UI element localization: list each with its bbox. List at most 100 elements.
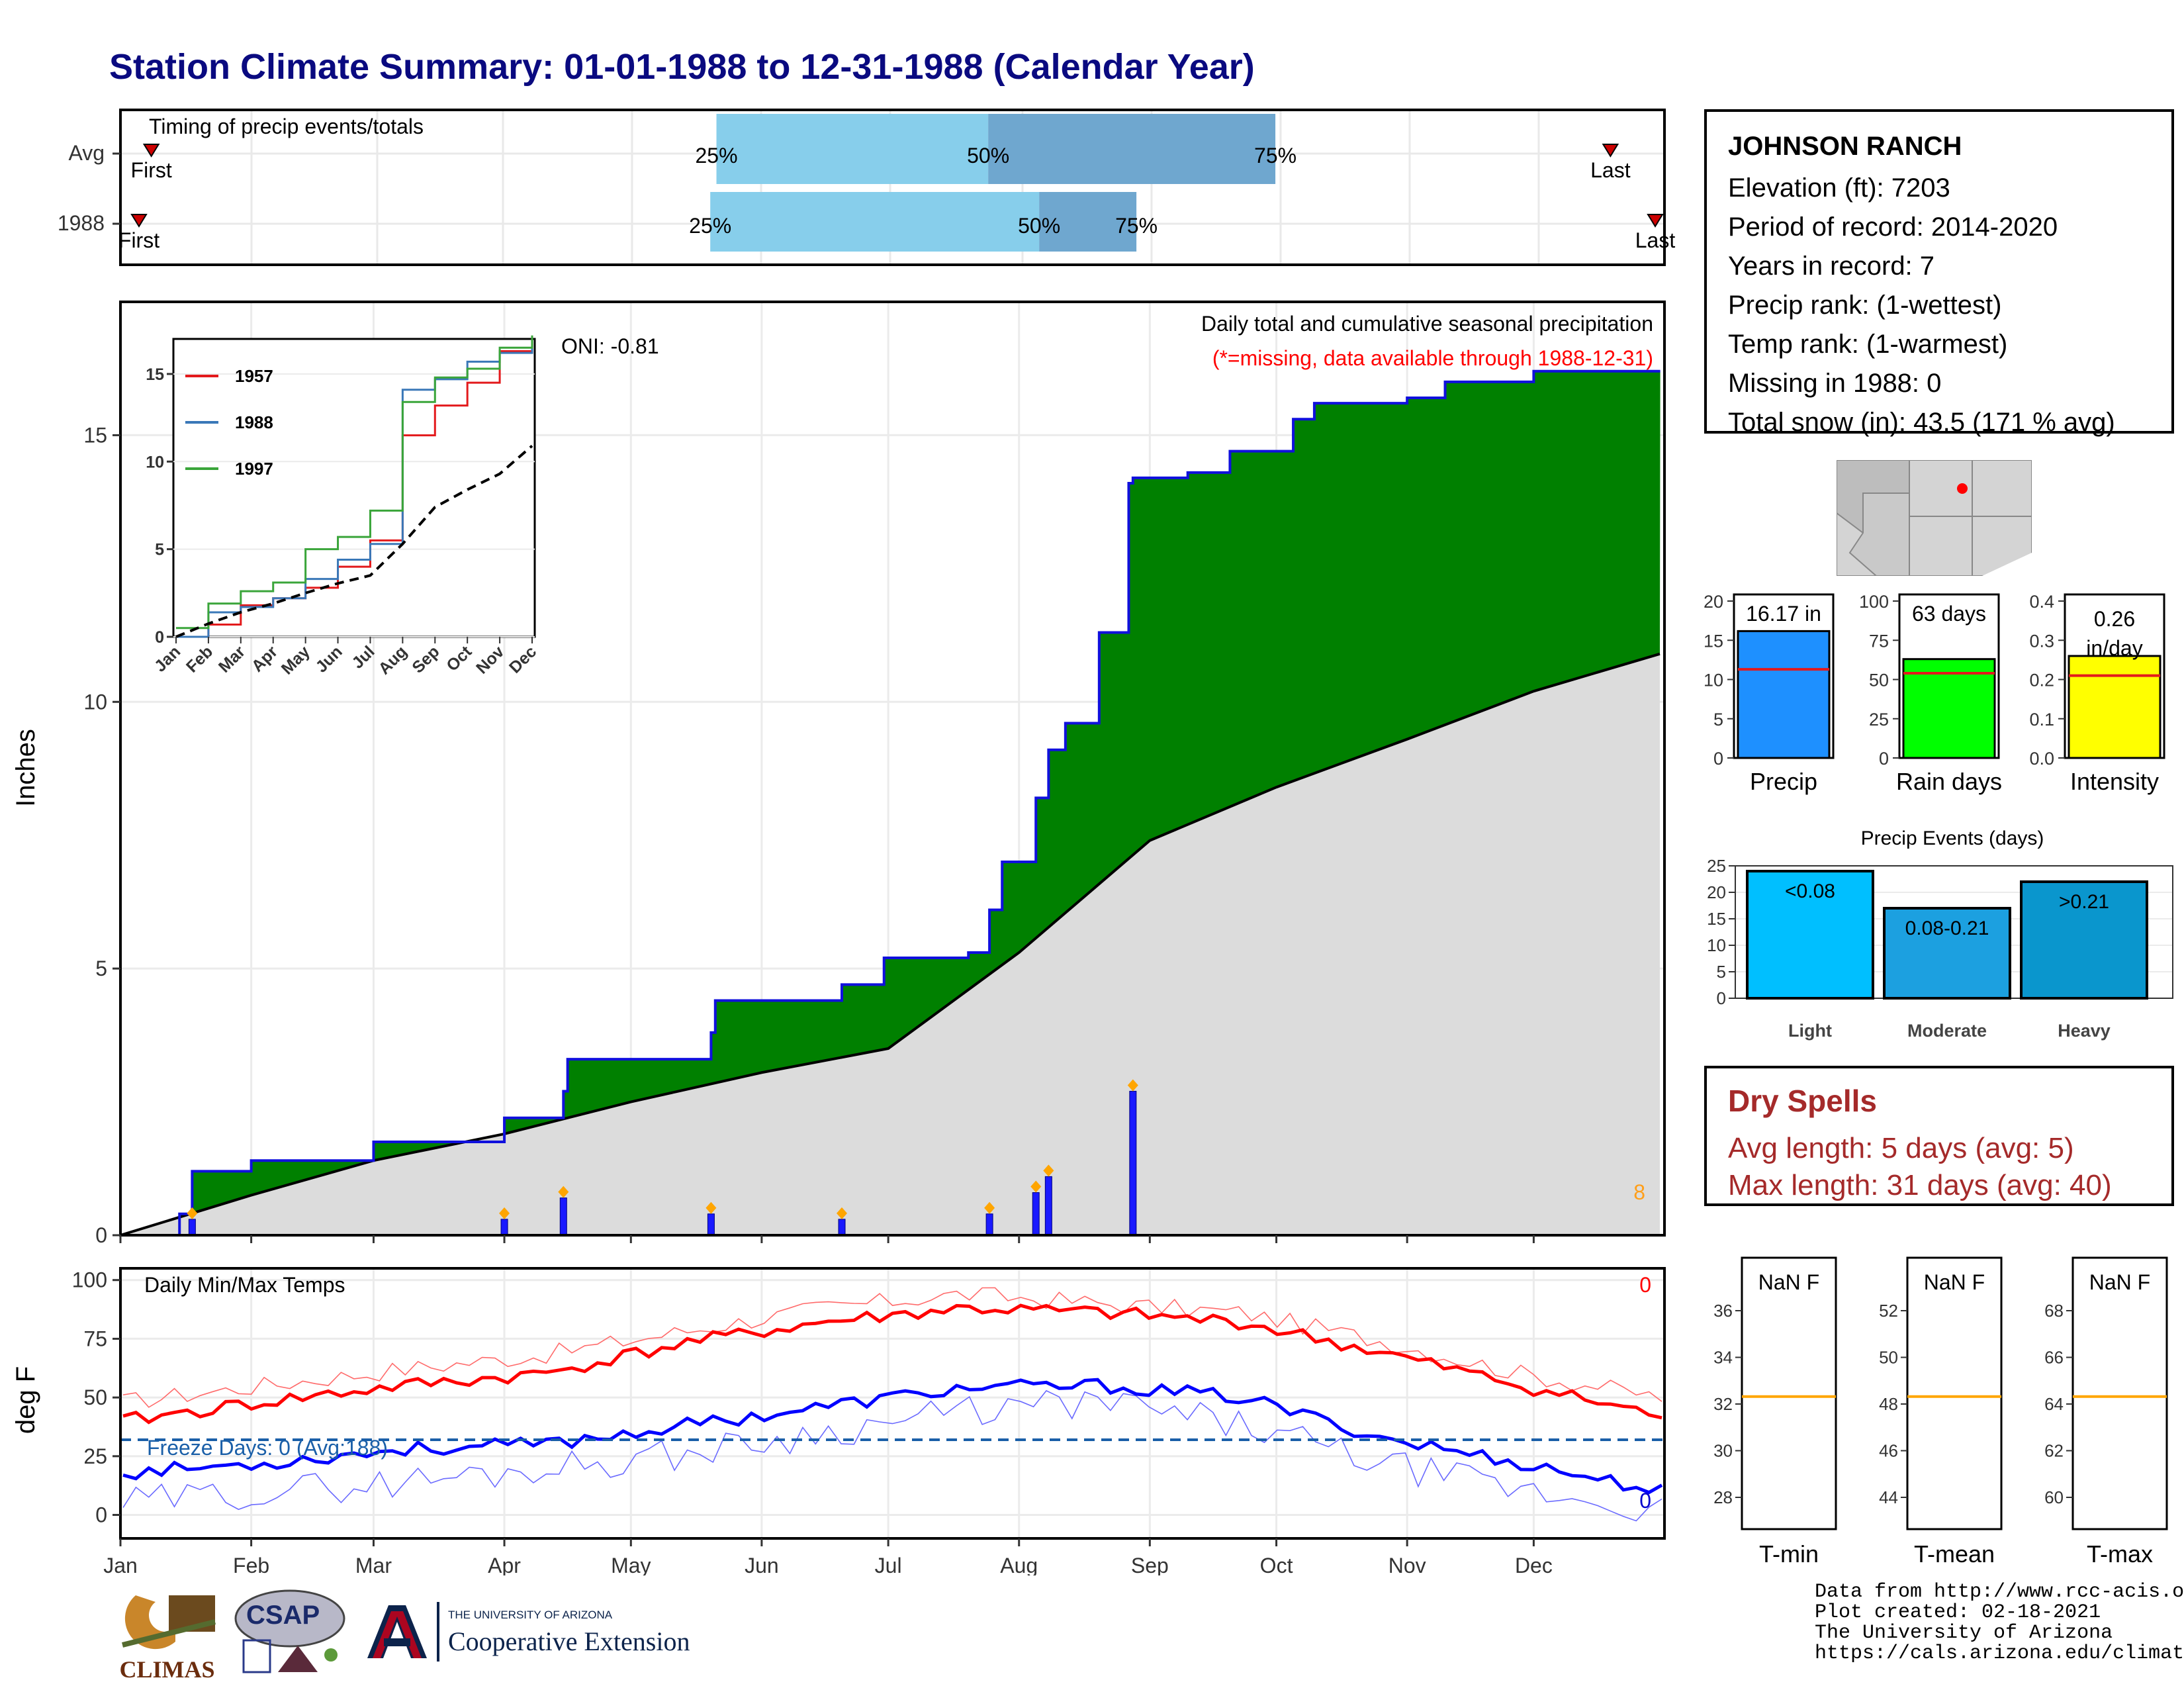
precip-value-label: 16.17 in	[1746, 602, 1821, 626]
heavy-event-marker	[499, 1207, 510, 1219]
credit-source: Data from http://www.rcc-acis.org/	[1815, 1581, 2184, 1603]
inset-xtick-label-sep: Sep	[408, 642, 443, 677]
daily-precip-bar	[188, 1219, 196, 1236]
tbox-t-min-ytick-label-28: 28	[1713, 1487, 1733, 1507]
tbox-t-mean-ytick-label-48: 48	[1879, 1394, 1898, 1414]
precip-ytick-label-10: 10	[1704, 671, 1723, 690]
info-temp-rank: Temp rank: (1-warmest)	[1728, 330, 2008, 359]
tbox-t-mean-ytick-label-46: 46	[1879, 1441, 1898, 1461]
precip-ytick-label-5: 5	[1713, 710, 1723, 729]
inset-xtick-label-may: May	[278, 642, 314, 678]
tbox-t-mean-ytick-label-52: 52	[1879, 1301, 1898, 1321]
tbox-t-min-label: T-min	[1759, 1540, 1819, 1568]
heavy-event-marker	[1043, 1164, 1054, 1177]
daily-precip-bar	[1129, 1090, 1137, 1236]
intensity-ytick-label-0.0: 0.0	[2029, 749, 2054, 769]
timing-avg-last-label: Last	[1590, 158, 1631, 182]
row-label-avg: Avg	[68, 141, 105, 165]
info-missing: Missing in 1988: 0	[1728, 369, 1942, 398]
events-range-label-heavy: >0.21	[2059, 891, 2109, 913]
inset-xtick-label-dec: Dec	[506, 642, 540, 677]
tbox-t-min-ytick-label-32: 32	[1713, 1394, 1733, 1414]
raindays-category-label: Rain days	[1896, 768, 2002, 795]
events-range-label-light: <0.08	[1785, 880, 1835, 902]
timing-avg-p50-label: 50%	[967, 144, 1009, 167]
events-range-label-moderate: 0.08-0.21	[1905, 917, 1989, 939]
inset-ytick-label-15: 15	[146, 365, 164, 384]
tbox-t-max-ytick-label-62: 62	[2044, 1441, 2064, 1461]
tbox-t-mean-frame	[1906, 1256, 2003, 1530]
row-label-1988: 1988	[58, 211, 105, 235]
credit-url: https://cals.arizona.edu/climate/	[1815, 1642, 2184, 1665]
intensity-value-unit: in/day	[2086, 636, 2142, 660]
ua-name: THE UNIVERSITY OF ARIZONA	[448, 1609, 613, 1621]
daily-precip-bar	[838, 1219, 846, 1236]
tbox-t-max-frame	[2071, 1256, 2168, 1530]
timing-avg-q50-q75-bar	[988, 114, 1276, 184]
temp-ytick-label-0: 0	[95, 1503, 107, 1527]
inset-legend-label-1957: 1957	[235, 366, 273, 386]
timing-label: Timing of precip events/totals	[149, 115, 424, 138]
raindays-value-label: 63 days	[1912, 602, 1986, 626]
csap-logo: CSAP	[232, 1589, 347, 1685]
events-ytick-label-20: 20	[1707, 882, 1726, 902]
month-label-nov: Nov	[1388, 1554, 1426, 1575]
locator-map	[1837, 460, 2032, 576]
daily-precip-bar	[707, 1213, 715, 1236]
tbox-t-max-ytick-label-60: 60	[2044, 1487, 2064, 1507]
temp-ytick-label-100: 100	[72, 1268, 107, 1292]
tbox-t-mean-label: T-mean	[1914, 1540, 1995, 1568]
inset-ytick-label-10: 10	[146, 453, 164, 471]
events-bar-heavy	[2020, 880, 2148, 1000]
raindays-ytick-label-0: 0	[1879, 749, 1889, 769]
month-label-jul: Jul	[875, 1554, 902, 1575]
timing-y1988-first-marker	[130, 214, 148, 228]
events-category-label-heavy: Heavy	[2058, 1021, 2111, 1041]
timing-y1988-last-marker	[1647, 214, 1664, 228]
heavy-event-marker	[705, 1201, 717, 1214]
timing-panel: 25% 50% 75% First Last 25% 50% 75% First Last Tim…	[58, 109, 1676, 266]
tbox-t-max-label: T-max	[2087, 1540, 2153, 1568]
tbox-t-min-value: NaN F	[1758, 1270, 1819, 1294]
page-title: Station Climate Summary: 01-01-1988 to 1…	[109, 47, 1255, 87]
csap-wordmark: CSAP	[246, 1601, 320, 1630]
inset-xtick-label-jun: Jun	[312, 642, 346, 676]
info-years: Years in record: 7	[1728, 252, 1935, 281]
precip-value-bar	[1737, 630, 1831, 759]
inset-line-1997	[176, 335, 533, 630]
daily-precip-bar	[1032, 1192, 1040, 1236]
tbox-t-max-ytick-label-64: 64	[2044, 1394, 2064, 1414]
daily-precip-bar	[559, 1197, 567, 1236]
intensity-category-label: Intensity	[2070, 768, 2159, 795]
cumulative-1988-line	[120, 369, 1661, 1237]
tbox-t-min-ytick-label-36: 36	[1713, 1301, 1733, 1321]
events-category-label-light: Light	[1788, 1021, 1832, 1041]
precip-ytick-label-5: 5	[95, 957, 107, 980]
dry-avg-length: Avg length: 5 days (avg: 5)	[1728, 1132, 2074, 1164]
heavy-event-marker	[984, 1201, 995, 1214]
precip-ytick-label-0: 0	[1713, 749, 1723, 769]
dry-spells-title: Dry Spells	[1728, 1084, 1877, 1118]
intensity-ytick-label-0.3: 0.3	[2029, 631, 2054, 651]
climas-emblem-icon	[122, 1595, 216, 1650]
intensity-ytick-label-0.4: 0.4	[2029, 592, 2054, 612]
temp-min-line	[122, 1378, 1663, 1495]
temp-ylabel: deg F	[11, 1366, 40, 1434]
temp-boxes: NaN F 28 30 32 34 36 T-min NaN F 44 46 48 50 52 T-mea…	[1713, 1256, 2168, 1568]
precip-events-chart: Precip Events (days) 0 5 10 15 20 25 <0.08 Ligh…	[1707, 827, 2173, 1041]
timing-y1988-last-label: Last	[1635, 228, 1676, 252]
inset-xtick-label-mar: Mar	[215, 642, 249, 676]
info-elevation: Elevation (ft): 7203	[1728, 173, 1950, 203]
month-label-dec: Dec	[1515, 1554, 1553, 1575]
inset-ytick-label-0: 0	[155, 628, 164, 647]
tbox-t-max-ytick-label-68: 68	[2044, 1301, 2064, 1321]
timing-avg-p75-label: 75%	[1254, 144, 1297, 167]
inset-line-avg	[175, 444, 533, 638]
heavy-event-marker	[837, 1207, 848, 1219]
intensity-ytick-label-0.2: 0.2	[2029, 671, 2054, 690]
heavy-event-marker	[558, 1186, 569, 1198]
inset-xtick-label-feb: Feb	[183, 642, 216, 676]
precip-ytick-label-15: 15	[1704, 631, 1723, 651]
month-label-apr: Apr	[488, 1554, 521, 1575]
